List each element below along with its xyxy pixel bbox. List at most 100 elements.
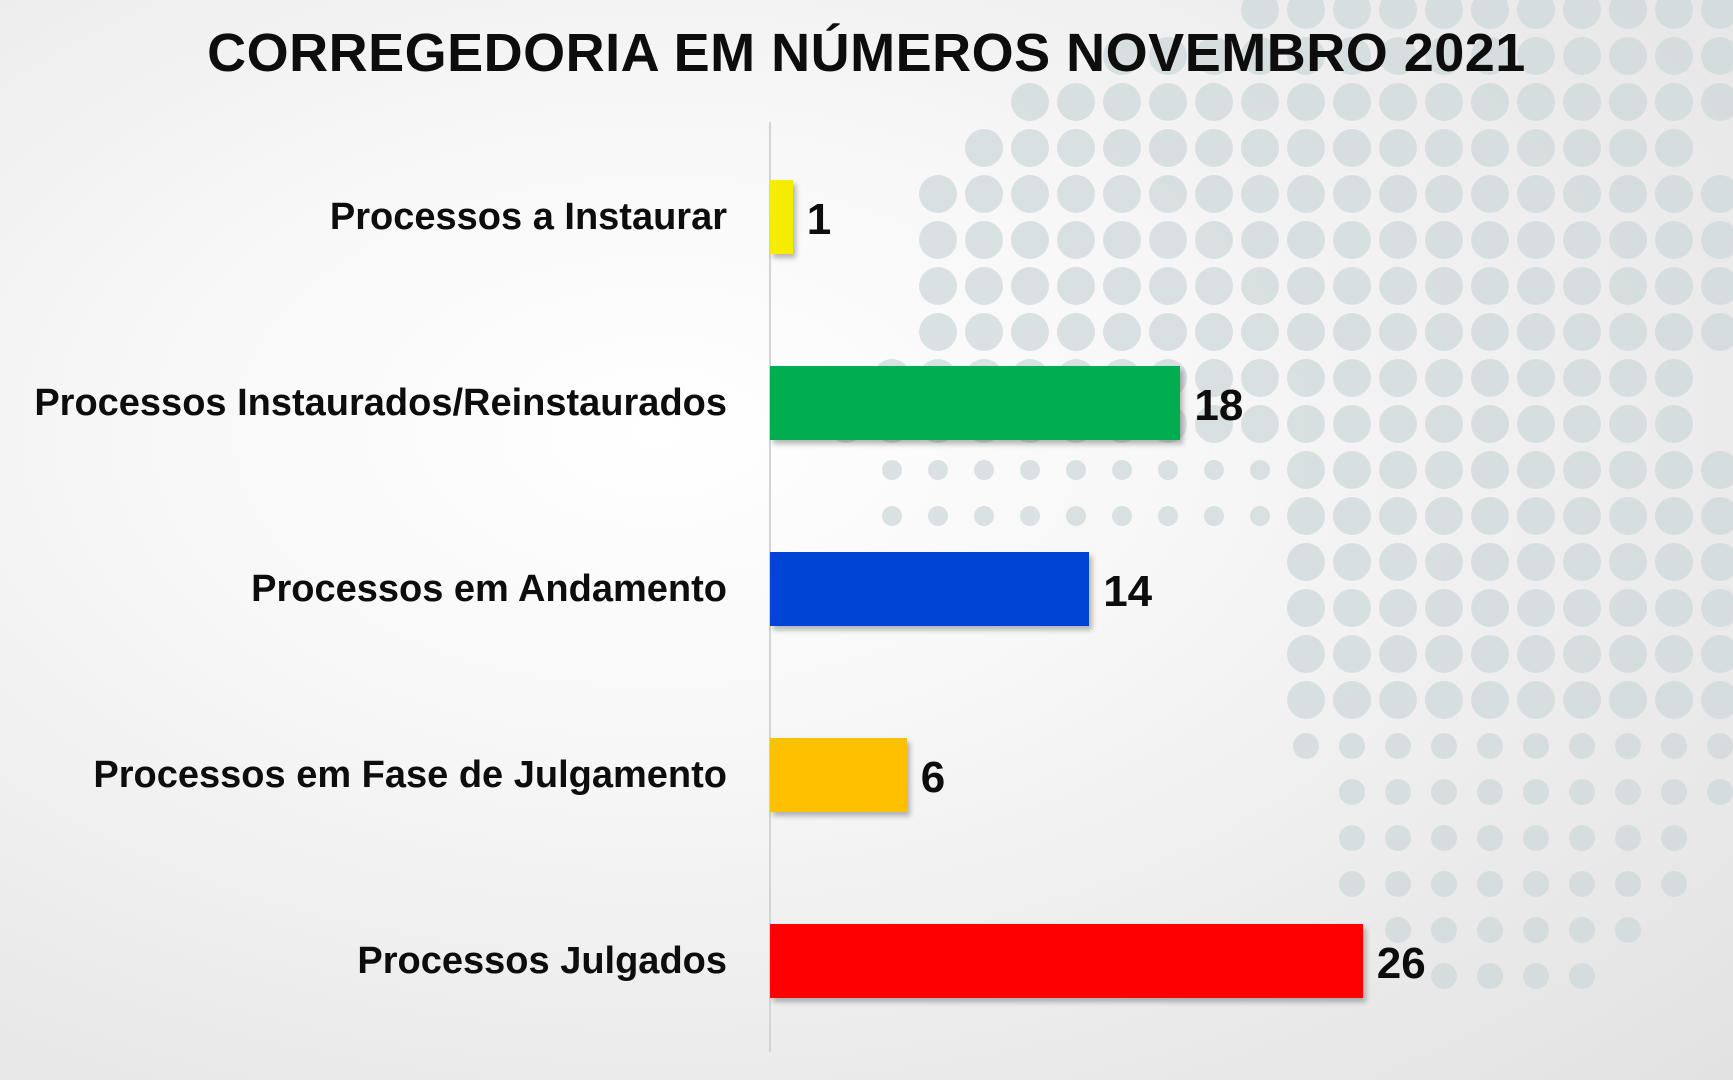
background-dot	[1195, 83, 1233, 121]
background-dot	[1333, 543, 1371, 581]
background-dot	[1655, 221, 1693, 259]
data-label: 26	[1376, 939, 1426, 988]
background-dot	[1287, 129, 1325, 167]
background-dot	[1701, 83, 1733, 121]
background-dot	[1569, 779, 1595, 805]
background-dot	[1701, 267, 1733, 305]
background-dot	[1379, 635, 1417, 673]
background-dot	[1471, 0, 1509, 29]
background-dot	[1333, 267, 1371, 305]
background-dot	[1471, 221, 1509, 259]
background-dot	[1011, 267, 1049, 305]
background-dot	[1425, 267, 1463, 305]
background-dot	[1655, 0, 1693, 29]
background-dot	[1609, 359, 1647, 397]
background-dot	[1339, 733, 1365, 759]
background-dot	[1333, 451, 1371, 489]
background-dot	[1204, 460, 1224, 480]
background-dot	[1701, 497, 1733, 535]
background-dot	[1431, 917, 1457, 943]
background-dot	[1615, 779, 1641, 805]
background-dot	[1609, 681, 1647, 719]
background-dot	[1655, 359, 1693, 397]
background-dot	[1379, 589, 1417, 627]
background-dot	[1011, 221, 1049, 259]
background-dot	[1241, 359, 1279, 397]
bar	[770, 366, 1181, 440]
background-dot	[1339, 825, 1365, 851]
background-dot	[1569, 963, 1595, 989]
background-dot	[1655, 635, 1693, 673]
background-dot	[1563, 451, 1601, 489]
background-dot	[1563, 83, 1601, 121]
data-label: 14	[1103, 567, 1153, 616]
background-dot	[1149, 313, 1187, 351]
background-dot	[1563, 37, 1601, 75]
background-dot	[1287, 37, 1325, 75]
background-dot	[1563, 313, 1601, 351]
background-dot	[1287, 175, 1325, 213]
background-dot	[1471, 497, 1509, 535]
background-dot	[1517, 405, 1555, 443]
background-dot	[1615, 871, 1641, 897]
background-dot	[1385, 917, 1411, 943]
background-dot	[1385, 825, 1411, 851]
background-dot	[1425, 589, 1463, 627]
background-dot	[1609, 175, 1647, 213]
background-dot	[1701, 37, 1733, 75]
background-dot	[1195, 359, 1233, 397]
background-dot	[1287, 451, 1325, 489]
background-dot	[1195, 267, 1233, 305]
background-dot	[1431, 871, 1457, 897]
background-dot	[1425, 405, 1463, 443]
bar	[770, 738, 907, 812]
background-dot	[1287, 267, 1325, 305]
background-dot	[1517, 267, 1555, 305]
background-dot	[1287, 405, 1325, 443]
background-dot	[1477, 871, 1503, 897]
background-dot	[1425, 175, 1463, 213]
background-dot	[965, 175, 1003, 213]
background-dot	[1655, 129, 1693, 167]
background-dot	[1563, 543, 1601, 581]
background-dot	[1615, 917, 1641, 943]
background-dot	[928, 506, 948, 526]
background-dot	[1103, 267, 1141, 305]
background-dot	[1701, 313, 1733, 351]
background-dot	[1569, 871, 1595, 897]
background-dot	[1517, 37, 1555, 75]
background-dot	[1057, 313, 1095, 351]
background-dot	[1158, 460, 1178, 480]
background-dot	[1471, 83, 1509, 121]
background-dot	[1333, 405, 1371, 443]
background-dot	[1701, 589, 1733, 627]
background-dot	[1057, 221, 1095, 259]
background-dot	[1655, 175, 1693, 213]
background-dot	[1563, 405, 1601, 443]
background-dot	[1379, 267, 1417, 305]
background-dot	[1523, 871, 1549, 897]
background-dot	[1011, 313, 1049, 351]
background-dot	[1379, 497, 1417, 535]
background-dot	[1103, 175, 1141, 213]
background-dot	[1431, 733, 1457, 759]
background-dot	[1431, 779, 1457, 805]
background-dot	[1333, 313, 1371, 351]
background-dot	[1204, 506, 1224, 526]
background-dot	[1523, 963, 1549, 989]
background-dot	[1431, 825, 1457, 851]
background-dot	[1287, 313, 1325, 351]
bar	[770, 180, 793, 254]
background-dot	[1287, 497, 1325, 535]
background-dot	[1661, 779, 1687, 805]
background-dot	[1517, 451, 1555, 489]
background-dot	[1517, 83, 1555, 121]
background-dot	[1563, 221, 1601, 259]
background-dot	[1425, 83, 1463, 121]
chart-title: CORREGEDORIA EM NÚMEROS NOVEMBRO 2021	[207, 23, 1526, 83]
background-dot	[1609, 37, 1647, 75]
background-dot	[1517, 543, 1555, 581]
background-dot	[1241, 0, 1279, 29]
background-dot	[1661, 825, 1687, 851]
